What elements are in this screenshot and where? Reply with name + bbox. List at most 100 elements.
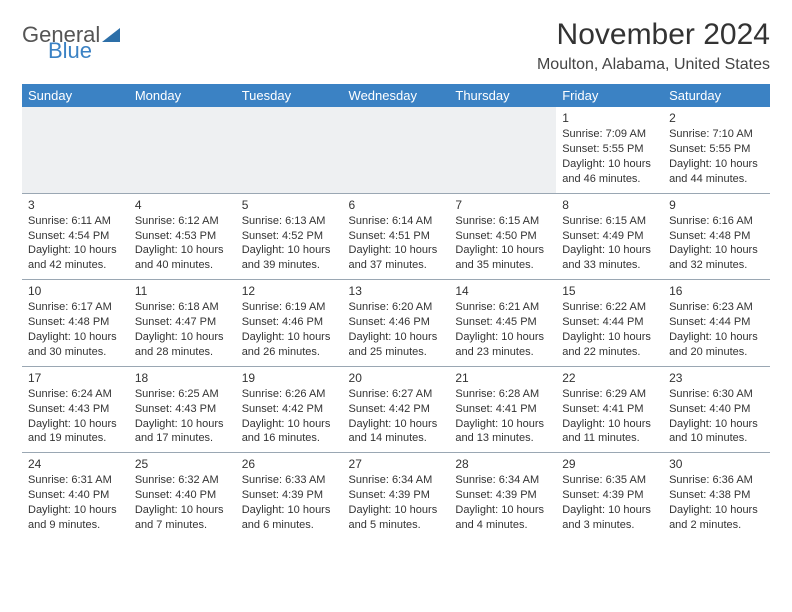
day-number: 1 bbox=[562, 110, 657, 126]
calendar-week-row: 24Sunrise: 6:31 AMSunset: 4:40 PMDayligh… bbox=[22, 453, 770, 539]
day-number: 18 bbox=[135, 370, 230, 386]
calendar-week-row: 1Sunrise: 7:09 AMSunset: 5:55 PMDaylight… bbox=[22, 107, 770, 193]
calendar-week-row: 3Sunrise: 6:11 AMSunset: 4:54 PMDaylight… bbox=[22, 193, 770, 280]
calendar-week-row: 10Sunrise: 6:17 AMSunset: 4:48 PMDayligh… bbox=[22, 280, 770, 367]
sunset-text: Sunset: 4:46 PM bbox=[349, 315, 444, 330]
sunset-text: Sunset: 4:51 PM bbox=[349, 229, 444, 244]
weekday-header: Tuesday bbox=[236, 84, 343, 107]
calendar-day-cell: 5Sunrise: 6:13 AMSunset: 4:52 PMDaylight… bbox=[236, 193, 343, 280]
daylight-text: Daylight: 10 hours and 23 minutes. bbox=[455, 330, 550, 360]
calendar-day-cell: 28Sunrise: 6:34 AMSunset: 4:39 PMDayligh… bbox=[449, 453, 556, 539]
calendar-page: General Blue November 2024 Moulton, Alab… bbox=[0, 0, 792, 549]
sunset-text: Sunset: 4:43 PM bbox=[28, 402, 123, 417]
calendar-day-cell bbox=[449, 107, 556, 193]
calendar-day-cell: 29Sunrise: 6:35 AMSunset: 4:39 PMDayligh… bbox=[556, 453, 663, 539]
day-number: 24 bbox=[28, 456, 123, 472]
calendar-day-cell: 19Sunrise: 6:26 AMSunset: 4:42 PMDayligh… bbox=[236, 366, 343, 453]
daylight-text: Daylight: 10 hours and 42 minutes. bbox=[28, 243, 123, 273]
calendar-day-cell: 13Sunrise: 6:20 AMSunset: 4:46 PMDayligh… bbox=[343, 280, 450, 367]
sunset-text: Sunset: 4:41 PM bbox=[562, 402, 657, 417]
sunrise-text: Sunrise: 6:34 AM bbox=[349, 473, 444, 488]
calendar-day-cell bbox=[343, 107, 450, 193]
daylight-text: Daylight: 10 hours and 9 minutes. bbox=[28, 503, 123, 533]
calendar-day-cell: 2Sunrise: 7:10 AMSunset: 5:55 PMDaylight… bbox=[663, 107, 770, 193]
sunset-text: Sunset: 4:47 PM bbox=[135, 315, 230, 330]
calendar-day-cell: 15Sunrise: 6:22 AMSunset: 4:44 PMDayligh… bbox=[556, 280, 663, 367]
calendar-day-cell: 16Sunrise: 6:23 AMSunset: 4:44 PMDayligh… bbox=[663, 280, 770, 367]
sunset-text: Sunset: 4:48 PM bbox=[669, 229, 764, 244]
sunset-text: Sunset: 4:39 PM bbox=[349, 488, 444, 503]
sunrise-text: Sunrise: 6:14 AM bbox=[349, 214, 444, 229]
sunrise-text: Sunrise: 6:35 AM bbox=[562, 473, 657, 488]
daylight-text: Daylight: 10 hours and 7 minutes. bbox=[135, 503, 230, 533]
day-number: 6 bbox=[349, 197, 444, 213]
calendar-day-cell: 17Sunrise: 6:24 AMSunset: 4:43 PMDayligh… bbox=[22, 366, 129, 453]
calendar-day-cell: 23Sunrise: 6:30 AMSunset: 4:40 PMDayligh… bbox=[663, 366, 770, 453]
sunrise-text: Sunrise: 6:23 AM bbox=[669, 300, 764, 315]
day-number: 16 bbox=[669, 283, 764, 299]
calendar-day-cell: 18Sunrise: 6:25 AMSunset: 4:43 PMDayligh… bbox=[129, 366, 236, 453]
day-number: 29 bbox=[562, 456, 657, 472]
sunrise-text: Sunrise: 6:18 AM bbox=[135, 300, 230, 315]
day-number: 22 bbox=[562, 370, 657, 386]
calendar-day-cell: 21Sunrise: 6:28 AMSunset: 4:41 PMDayligh… bbox=[449, 366, 556, 453]
calendar-day-cell: 9Sunrise: 6:16 AMSunset: 4:48 PMDaylight… bbox=[663, 193, 770, 280]
sunrise-text: Sunrise: 6:13 AM bbox=[242, 214, 337, 229]
daylight-text: Daylight: 10 hours and 3 minutes. bbox=[562, 503, 657, 533]
sunrise-text: Sunrise: 6:24 AM bbox=[28, 387, 123, 402]
sunrise-text: Sunrise: 6:34 AM bbox=[455, 473, 550, 488]
calendar-day-cell: 22Sunrise: 6:29 AMSunset: 4:41 PMDayligh… bbox=[556, 366, 663, 453]
sunrise-text: Sunrise: 6:29 AM bbox=[562, 387, 657, 402]
day-number: 15 bbox=[562, 283, 657, 299]
daylight-text: Daylight: 10 hours and 40 minutes. bbox=[135, 243, 230, 273]
sunset-text: Sunset: 4:42 PM bbox=[242, 402, 337, 417]
daylight-text: Daylight: 10 hours and 35 minutes. bbox=[455, 243, 550, 273]
calendar-day-cell bbox=[236, 107, 343, 193]
daylight-text: Daylight: 10 hours and 26 minutes. bbox=[242, 330, 337, 360]
day-number: 14 bbox=[455, 283, 550, 299]
sunrise-text: Sunrise: 6:33 AM bbox=[242, 473, 337, 488]
calendar-body: 1Sunrise: 7:09 AMSunset: 5:55 PMDaylight… bbox=[22, 107, 770, 539]
calendar-header-row: SundayMondayTuesdayWednesdayThursdayFrid… bbox=[22, 84, 770, 107]
calendar-day-cell: 10Sunrise: 6:17 AMSunset: 4:48 PMDayligh… bbox=[22, 280, 129, 367]
calendar-day-cell: 8Sunrise: 6:15 AMSunset: 4:49 PMDaylight… bbox=[556, 193, 663, 280]
sunrise-text: Sunrise: 7:10 AM bbox=[669, 127, 764, 142]
weekday-header: Wednesday bbox=[343, 84, 450, 107]
sunrise-text: Sunrise: 6:36 AM bbox=[669, 473, 764, 488]
daylight-text: Daylight: 10 hours and 14 minutes. bbox=[349, 417, 444, 447]
sunrise-text: Sunrise: 6:31 AM bbox=[28, 473, 123, 488]
sunset-text: Sunset: 5:55 PM bbox=[669, 142, 764, 157]
daylight-text: Daylight: 10 hours and 5 minutes. bbox=[349, 503, 444, 533]
sunset-text: Sunset: 4:39 PM bbox=[562, 488, 657, 503]
daylight-text: Daylight: 10 hours and 19 minutes. bbox=[28, 417, 123, 447]
sunrise-text: Sunrise: 6:26 AM bbox=[242, 387, 337, 402]
daylight-text: Daylight: 10 hours and 10 minutes. bbox=[669, 417, 764, 447]
sunrise-text: Sunrise: 6:30 AM bbox=[669, 387, 764, 402]
sunset-text: Sunset: 4:42 PM bbox=[349, 402, 444, 417]
page-title: November 2024 bbox=[537, 18, 770, 52]
calendar-day-cell: 26Sunrise: 6:33 AMSunset: 4:39 PMDayligh… bbox=[236, 453, 343, 539]
day-number: 9 bbox=[669, 197, 764, 213]
day-number: 12 bbox=[242, 283, 337, 299]
calendar-day-cell bbox=[129, 107, 236, 193]
day-number: 5 bbox=[242, 197, 337, 213]
day-number: 10 bbox=[28, 283, 123, 299]
day-number: 26 bbox=[242, 456, 337, 472]
sunset-text: Sunset: 4:49 PM bbox=[562, 229, 657, 244]
sunset-text: Sunset: 4:41 PM bbox=[455, 402, 550, 417]
sunset-text: Sunset: 4:44 PM bbox=[669, 315, 764, 330]
daylight-text: Daylight: 10 hours and 20 minutes. bbox=[669, 330, 764, 360]
day-number: 27 bbox=[349, 456, 444, 472]
day-number: 23 bbox=[669, 370, 764, 386]
sunset-text: Sunset: 4:43 PM bbox=[135, 402, 230, 417]
day-number: 7 bbox=[455, 197, 550, 213]
title-block: November 2024 Moulton, Alabama, United S… bbox=[537, 18, 770, 74]
day-number: 21 bbox=[455, 370, 550, 386]
daylight-text: Daylight: 10 hours and 4 minutes. bbox=[455, 503, 550, 533]
sunrise-text: Sunrise: 6:32 AM bbox=[135, 473, 230, 488]
day-number: 8 bbox=[562, 197, 657, 213]
sunrise-text: Sunrise: 6:22 AM bbox=[562, 300, 657, 315]
logo-text-blue: Blue bbox=[48, 40, 120, 62]
header: General Blue November 2024 Moulton, Alab… bbox=[22, 18, 770, 74]
daylight-text: Daylight: 10 hours and 13 minutes. bbox=[455, 417, 550, 447]
